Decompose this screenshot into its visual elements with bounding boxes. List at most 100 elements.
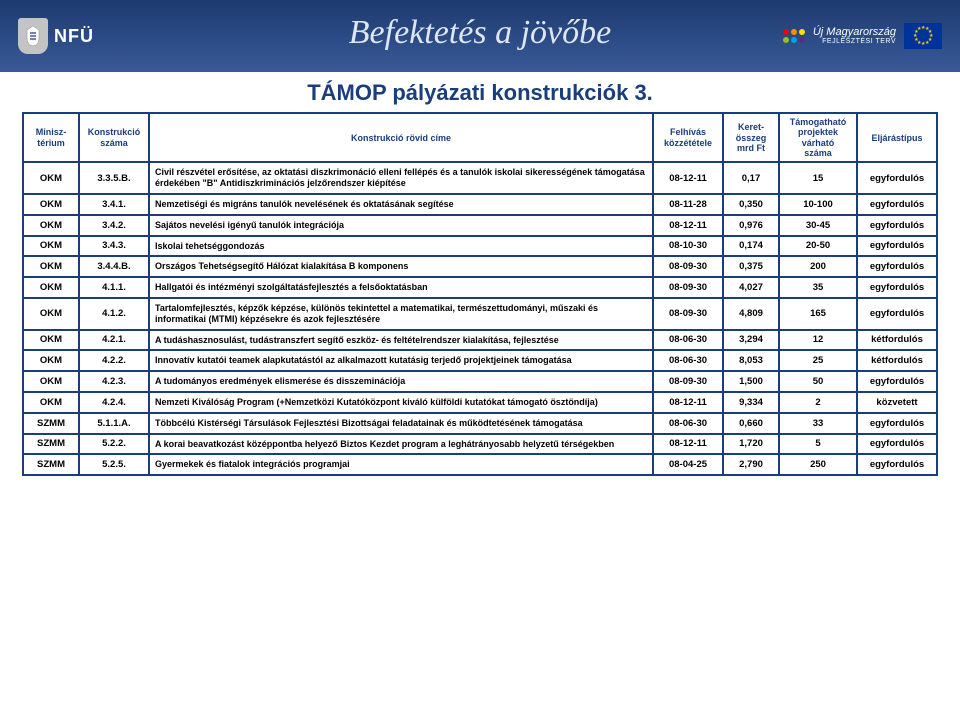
- header-banner: NFÜ Befektetés a jövőbe Új Magyarország …: [0, 0, 960, 72]
- table-row: OKM4.2.4.Nemzeti Kiválóság Program (+Nem…: [23, 392, 937, 413]
- cell-proc: egyfordulós: [857, 454, 937, 475]
- um-text: Új Magyarország FEJLESZTÉSI TERV: [813, 26, 896, 46]
- cell-amt: 1,720: [723, 434, 779, 455]
- cell-desc: Iskolai tehetséggondozás: [149, 236, 653, 257]
- right-logos: Új Magyarország FEJLESZTÉSI TERV ★★★★★★★…: [783, 23, 942, 49]
- cell-date: 08-12-11: [653, 162, 723, 194]
- cell-proc: egyfordulós: [857, 215, 937, 236]
- cell-desc: Innovatív kutatói teamek alapkutatástól …: [149, 350, 653, 371]
- cell-min: OKM: [23, 236, 79, 257]
- table-row: OKM4.2.3.A tudományos eredmények elismer…: [23, 371, 937, 392]
- cell-date: 08-06-30: [653, 330, 723, 351]
- nfu-emblem-icon: [18, 18, 48, 54]
- table-row: SZMM5.2.2.A korai beavatkozást középpont…: [23, 434, 937, 455]
- cell-code: 3.4.3.: [79, 236, 149, 257]
- cell-desc: A tudáshasznosulást, tudástranszfert seg…: [149, 330, 653, 351]
- col-header-2: Konstrukció rövid címe: [149, 113, 653, 162]
- cell-min: OKM: [23, 392, 79, 413]
- cell-code: 3.4.2.: [79, 215, 149, 236]
- cell-code: 3.4.4.B.: [79, 256, 149, 277]
- cell-amt: 0,174: [723, 236, 779, 257]
- cell-proc: kétfordulós: [857, 330, 937, 351]
- cell-cnt: 200: [779, 256, 857, 277]
- um-line1: Új Magyarország: [813, 26, 896, 38]
- cell-desc: A korai beavatkozást középpontba helyező…: [149, 434, 653, 455]
- cell-proc: közvetett: [857, 392, 937, 413]
- cell-min: OKM: [23, 256, 79, 277]
- table-row: OKM3.3.5.B.Civil részvétel erősítése, az…: [23, 162, 937, 194]
- cell-code: 4.2.4.: [79, 392, 149, 413]
- cell-cnt: 250: [779, 454, 857, 475]
- eu-flag-icon: ★★★★★★★★★★★★: [904, 23, 942, 49]
- cell-min: OKM: [23, 298, 79, 330]
- table-row: OKM3.4.3.Iskolai tehetséggondozás08-10-3…: [23, 236, 937, 257]
- cell-min: OKM: [23, 194, 79, 215]
- cell-cnt: 30-45: [779, 215, 857, 236]
- cell-proc: egyfordulós: [857, 277, 937, 298]
- cell-desc: A tudományos eredmények elismerése és di…: [149, 371, 653, 392]
- cell-amt: 0,375: [723, 256, 779, 277]
- cell-desc: Nemzetiségi és migráns tanulók nevelésén…: [149, 194, 653, 215]
- cell-date: 08-09-30: [653, 371, 723, 392]
- cell-proc: kétfordulós: [857, 350, 937, 371]
- cell-desc: Nemzeti Kiválóság Program (+Nemzetközi K…: [149, 392, 653, 413]
- cell-min: SZMM: [23, 434, 79, 455]
- cell-proc: egyfordulós: [857, 236, 937, 257]
- cell-amt: 0,17: [723, 162, 779, 194]
- cell-amt: 0,976: [723, 215, 779, 236]
- cell-date: 08-04-25: [653, 454, 723, 475]
- cell-date: 08-06-30: [653, 350, 723, 371]
- cell-proc: egyfordulós: [857, 298, 937, 330]
- cell-code: 4.1.2.: [79, 298, 149, 330]
- cell-date: 08-09-30: [653, 298, 723, 330]
- cell-date: 08-09-30: [653, 277, 723, 298]
- cell-min: OKM: [23, 371, 79, 392]
- um-dots-icon: [783, 29, 805, 43]
- nfu-label: NFÜ: [54, 26, 94, 47]
- cell-amt: 0,350: [723, 194, 779, 215]
- cell-proc: egyfordulós: [857, 162, 937, 194]
- col-header-3: Felhívásközzététele: [653, 113, 723, 162]
- cell-min: OKM: [23, 215, 79, 236]
- cell-code: 4.2.3.: [79, 371, 149, 392]
- cell-desc: Országos Tehetségsegítő Hálózat kialakít…: [149, 256, 653, 277]
- cell-cnt: 2: [779, 392, 857, 413]
- col-header-1: Konstrukciószáma: [79, 113, 149, 162]
- cell-date: 08-06-30: [653, 413, 723, 434]
- cell-desc: Tartalomfejlesztés, képzők képzése, külö…: [149, 298, 653, 330]
- cell-proc: egyfordulós: [857, 413, 937, 434]
- cell-cnt: 15: [779, 162, 857, 194]
- cell-cnt: 50: [779, 371, 857, 392]
- cell-amt: 1,500: [723, 371, 779, 392]
- cell-cnt: 20-50: [779, 236, 857, 257]
- cell-amt: 4,809: [723, 298, 779, 330]
- cell-cnt: 33: [779, 413, 857, 434]
- cell-proc: egyfordulós: [857, 256, 937, 277]
- cell-code: 5.1.1.A.: [79, 413, 149, 434]
- cell-cnt: 10-100: [779, 194, 857, 215]
- cell-cnt: 5: [779, 434, 857, 455]
- cell-desc: Többcélú Kistérségi Társulások Fejleszté…: [149, 413, 653, 434]
- page-title: TÁMOP pályázati konstrukciók 3.: [0, 80, 960, 106]
- table-row: OKM4.1.1.Hallgatói és intézményi szolgál…: [23, 277, 937, 298]
- cell-min: SZMM: [23, 454, 79, 475]
- cell-code: 5.2.5.: [79, 454, 149, 475]
- cell-amt: 3,294: [723, 330, 779, 351]
- table-row: OKM4.2.2.Innovatív kutatói teamek alapku…: [23, 350, 937, 371]
- table-row: OKM4.1.2.Tartalomfejlesztés, képzők képz…: [23, 298, 937, 330]
- cell-amt: 4,027: [723, 277, 779, 298]
- cell-date: 08-12-11: [653, 215, 723, 236]
- cell-desc: Gyermekek és fiatalok integrációs progra…: [149, 454, 653, 475]
- cell-proc: egyfordulós: [857, 371, 937, 392]
- cell-cnt: 25: [779, 350, 857, 371]
- table-header-row: Minisz-tériumKonstrukciószámaKonstrukció…: [23, 113, 937, 162]
- cell-desc: Hallgatói és intézményi szolgáltatásfejl…: [149, 277, 653, 298]
- cell-code: 5.2.2.: [79, 434, 149, 455]
- cell-desc: Civil részvétel erősítése, az oktatási d…: [149, 162, 653, 194]
- table-row: SZMM5.1.1.A.Többcélú Kistérségi Társulás…: [23, 413, 937, 434]
- cell-cnt: 35: [779, 277, 857, 298]
- cell-date: 08-12-11: [653, 434, 723, 455]
- table-container: Minisz-tériumKonstrukciószámaKonstrukció…: [0, 112, 960, 476]
- cell-code: 3.3.5.B.: [79, 162, 149, 194]
- cell-proc: egyfordulós: [857, 434, 937, 455]
